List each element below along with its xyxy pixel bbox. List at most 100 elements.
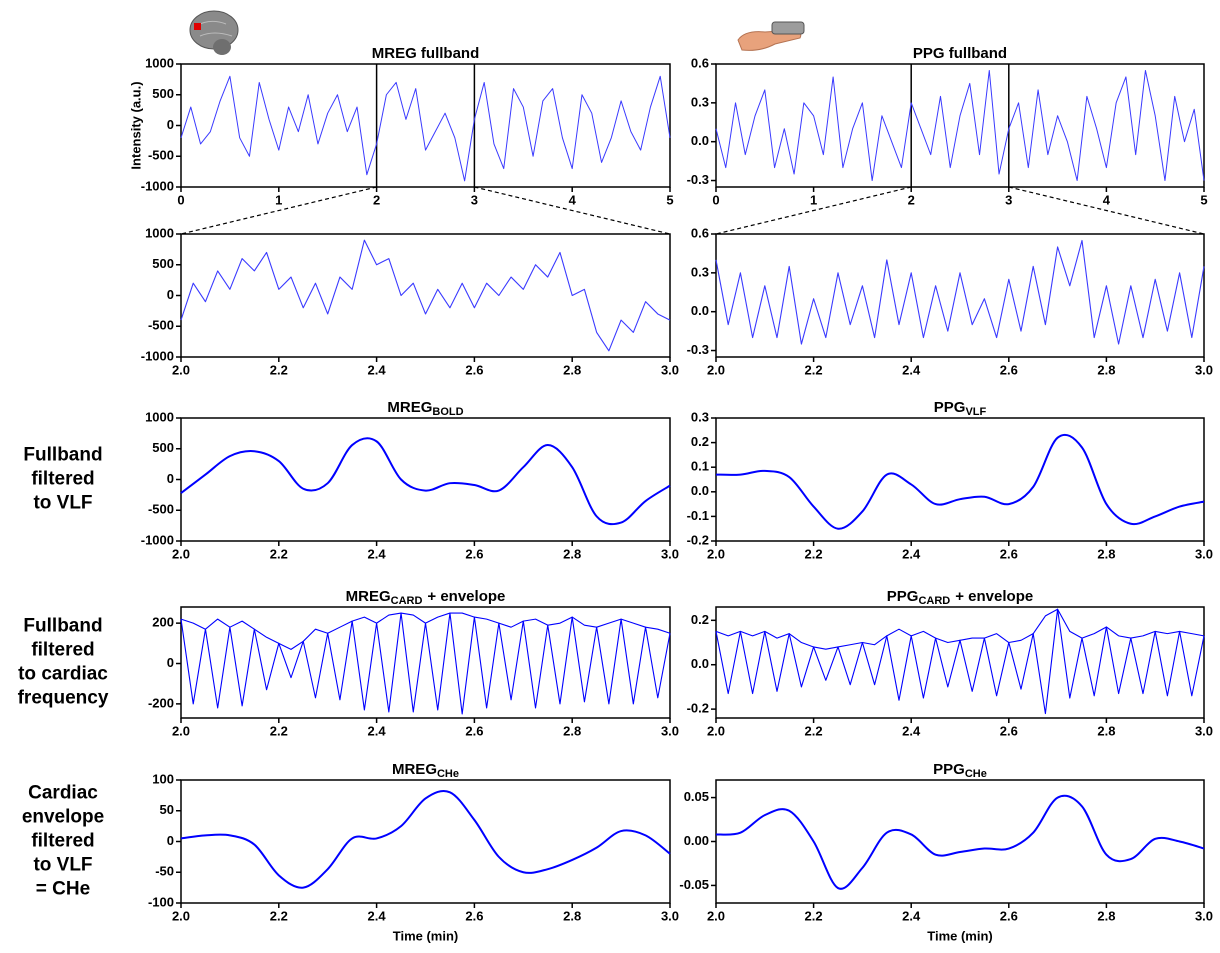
x-tick-label: 2 xyxy=(373,192,380,207)
row-label: frequency xyxy=(18,688,109,709)
y-tick-label: 0.1 xyxy=(691,459,709,474)
y-tick-label: -500 xyxy=(148,318,174,333)
x-axis-label: Time (min) xyxy=(393,928,459,943)
x-tick-label: 2.0 xyxy=(707,546,725,561)
y-tick-label: -200 xyxy=(148,695,174,710)
x-tick-label: 2.0 xyxy=(707,908,725,923)
series-line xyxy=(180,789,671,889)
y-tick-label: -1000 xyxy=(141,348,174,363)
row-label: to VLF xyxy=(33,855,92,876)
y-tick-label: -500 xyxy=(148,502,174,517)
x-tick-label: 2 xyxy=(908,192,915,207)
hand-icon xyxy=(737,21,805,51)
y-tick-label: 500 xyxy=(152,440,174,455)
row-label: to VLF xyxy=(33,493,92,514)
x-tick-label: 0 xyxy=(177,192,184,207)
chart-title: MREGCARD + envelope xyxy=(346,588,506,607)
y-tick-label: -0.3 xyxy=(687,172,709,187)
x-tick-label: 2.8 xyxy=(1097,546,1115,561)
row-label: filtered xyxy=(31,640,94,661)
brain-icon xyxy=(189,10,239,55)
chart-title: PPGVLF xyxy=(934,399,987,418)
row-label: Cardiac xyxy=(28,783,98,804)
x-tick-label: 2.2 xyxy=(805,362,823,377)
y-tick-label: 200 xyxy=(152,615,174,630)
x-tick-label: 2.2 xyxy=(270,908,288,923)
title-suffix: + envelope xyxy=(427,588,505,605)
y-tick-label: 0.0 xyxy=(691,303,709,318)
chart-title: MREGBOLD xyxy=(387,399,463,418)
y-tick-label: 1000 xyxy=(145,409,174,424)
x-tick-label: 0 xyxy=(712,192,719,207)
x-tick-label: 2.8 xyxy=(563,908,581,923)
x-tick-label: 1 xyxy=(275,192,282,207)
y-tick-label: -100 xyxy=(148,894,174,909)
title-main: MREG xyxy=(346,588,391,605)
y-tick-label: 0 xyxy=(167,117,174,132)
x-tick-label: 1 xyxy=(810,192,817,207)
x-tick-label: 2.4 xyxy=(902,362,921,377)
title-subscript: VLF xyxy=(965,406,986,418)
y-tick-label: 0 xyxy=(167,471,174,486)
y-tick-label: -0.2 xyxy=(687,701,709,716)
title-main: MREG xyxy=(387,399,432,416)
y-tick-label: 0.2 xyxy=(691,612,709,627)
zoom-connector xyxy=(715,186,912,235)
title-main: MREG fullband xyxy=(372,45,480,62)
x-tick-label: 2.6 xyxy=(1000,908,1018,923)
plot-frame xyxy=(715,417,1205,542)
y-tick-label: 1000 xyxy=(145,55,174,70)
x-tick-label: 2.2 xyxy=(805,908,823,923)
x-tick-label: 4 xyxy=(569,192,577,207)
row-label: to cardiac xyxy=(18,664,108,685)
x-tick-label: 2.0 xyxy=(172,908,190,923)
y-tick-label: 0.6 xyxy=(691,225,709,240)
x-tick-label: 4 xyxy=(1103,192,1111,207)
x-tick-label: 2.4 xyxy=(902,546,921,561)
x-tick-label: 2.2 xyxy=(270,723,288,738)
row-label: envelope xyxy=(22,807,104,828)
x-tick-label: 2.6 xyxy=(1000,723,1018,738)
title-main: PPG xyxy=(933,761,965,778)
title-main: PPG xyxy=(934,399,966,416)
x-tick-label: 2.6 xyxy=(465,908,483,923)
x-tick-label: 2.4 xyxy=(368,546,387,561)
x-tick-label: 2.6 xyxy=(465,546,483,561)
y-tick-label: 0.0 xyxy=(691,656,709,671)
y-tick-label: -1000 xyxy=(141,532,174,547)
y-tick-label: 0.3 xyxy=(691,409,709,424)
y-tick-label: 500 xyxy=(152,256,174,271)
x-tick-label: 2.6 xyxy=(465,723,483,738)
y-tick-label: 0.05 xyxy=(684,789,709,804)
x-tick-label: 3.0 xyxy=(661,546,679,561)
x-tick-label: 2.4 xyxy=(368,908,387,923)
x-tick-label: 2.8 xyxy=(1097,723,1115,738)
x-tick-label: 3.0 xyxy=(661,908,679,923)
x-tick-label: 2.2 xyxy=(805,723,823,738)
row-label: filtered xyxy=(31,469,94,490)
chart-title: PPG fullband xyxy=(913,45,1007,62)
x-tick-label: 2.8 xyxy=(563,723,581,738)
x-tick-label: 2.6 xyxy=(1000,546,1018,561)
x-tick-label: 2.2 xyxy=(805,546,823,561)
y-tick-label: 0.3 xyxy=(691,264,709,279)
chart-title: MREG fullband xyxy=(372,45,480,62)
x-tick-label: 2.0 xyxy=(172,723,190,738)
chart-title: PPGCARD + envelope xyxy=(887,588,1033,607)
title-main: PPG fullband xyxy=(913,45,1007,62)
series-line xyxy=(180,612,671,715)
title-subscript: CARD xyxy=(391,595,423,607)
title-subscript: CHe xyxy=(965,768,987,780)
series-line xyxy=(715,608,1205,715)
x-tick-label: 2.4 xyxy=(368,723,387,738)
series-line xyxy=(715,69,1205,182)
y-tick-label: 0 xyxy=(167,287,174,302)
series-line xyxy=(715,794,1205,890)
title-main: MREG xyxy=(392,761,437,778)
x-tick-label: 2.0 xyxy=(172,362,190,377)
x-axis-label: Time (min) xyxy=(927,928,993,943)
title-subscript: CARD xyxy=(918,595,950,607)
x-tick-label: 2.0 xyxy=(172,546,190,561)
plot-frame xyxy=(180,606,671,719)
